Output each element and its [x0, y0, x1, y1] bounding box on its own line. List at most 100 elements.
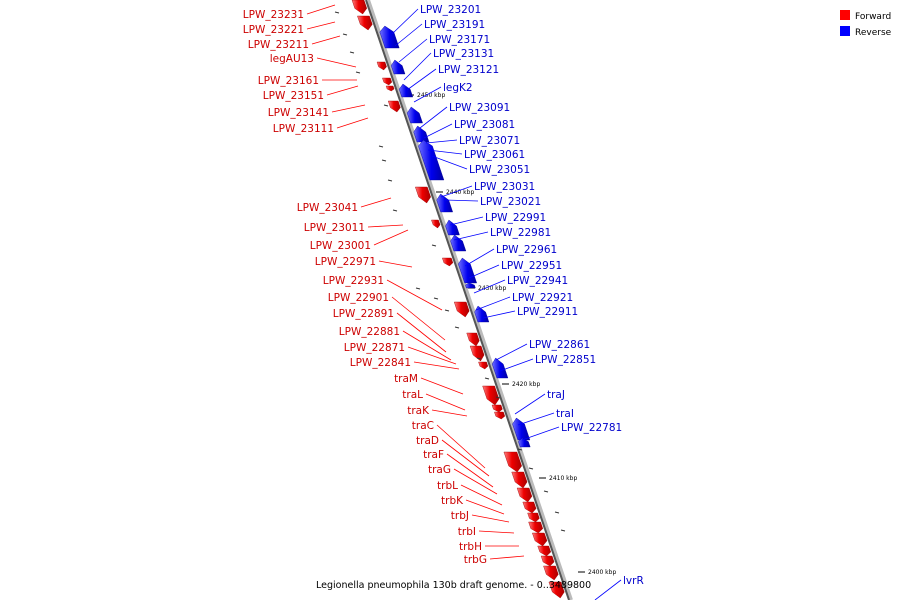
scale-tick-label: 2400 kbp: [588, 569, 616, 576]
forward-gene-label: LPW_22901: [328, 292, 389, 304]
reverse-gene-3-shape: [398, 83, 414, 98]
reverse-leader-line: [419, 106, 448, 129]
reverse-leader-line: [499, 358, 534, 372]
forward-gene-label: LPW_22871: [344, 342, 405, 354]
reverse-gene-label: LPW_22991: [485, 212, 546, 224]
forward-leader-line: [471, 514, 510, 523]
feature-dash-12: [433, 297, 439, 300]
forward-gene-22: [528, 521, 544, 534]
forward-gene-24: [537, 545, 552, 557]
reverse-gene-label: LPW_22981: [490, 227, 551, 239]
forward-leader-line: [420, 377, 464, 395]
reverse-gene-label: lvrR: [623, 575, 644, 587]
scale-tick-label: 2450 kbp: [417, 92, 445, 99]
forward-gene-19-shape: [516, 487, 533, 503]
feature-dash-5: [383, 104, 389, 107]
reverse-leader-line: [444, 199, 479, 202]
legend-forward-swatch: [840, 10, 850, 20]
forward-gene-16: [494, 411, 506, 420]
feature-dash-19: [528, 467, 534, 470]
feature-dash-7: [381, 159, 387, 162]
reverse-gene-label: LPW_22951: [501, 260, 562, 272]
forward-leader-line: [407, 346, 457, 365]
forward-leader-line: [391, 296, 446, 341]
forward-gene-5-shape: [385, 85, 395, 92]
reverse-gene-3: [398, 83, 414, 98]
forward-gene-1-shape: [351, 0, 368, 15]
forward-gene-23-shape: [532, 532, 548, 547]
reverse-leader-line: [398, 38, 428, 63]
label-leaders: [306, 4, 622, 600]
forward-gene-12: [469, 345, 485, 362]
reverse-gene-9: [450, 234, 467, 252]
legend-forward-label: Forward: [855, 12, 891, 22]
forward-gene-label: LPW_23041: [297, 202, 358, 214]
feature-dash-16: [484, 377, 490, 380]
forward-gene-label: LPW_23161: [258, 75, 319, 87]
forward-gene-19: [516, 487, 533, 503]
forward-gene-label: trbK: [441, 495, 464, 507]
forward-leader-line: [306, 21, 336, 30]
legend-reverse-swatch: [840, 26, 850, 36]
feature-dash-10: [431, 244, 437, 247]
forward-gene-label: traM: [394, 373, 418, 385]
forward-gene-6-shape: [387, 100, 401, 113]
forward-leader-line: [396, 312, 447, 353]
reverse-gene-label: LPW_22921: [512, 292, 573, 304]
reverse-gene-label: LPW_22911: [517, 306, 578, 318]
reverse-leader-line: [482, 310, 516, 319]
reverse-gene-label: LPW_23071: [459, 135, 520, 147]
forward-gene-18-shape: [511, 471, 528, 489]
forward-gene-label: trbI: [458, 526, 476, 538]
feature-dash-1: [334, 11, 340, 14]
reverse-leader-line: [449, 216, 484, 226]
forward-leader-line: [446, 453, 494, 488]
forward-leader-line: [453, 468, 498, 495]
forward-gene-11: [466, 332, 480, 347]
reverse-gene-1: [379, 25, 400, 49]
reverse-gene-label: LPW_23051: [469, 164, 530, 176]
genome-backbone: [365, 0, 570, 600]
reverse-leader-line: [495, 343, 528, 361]
scale-tick-label: 2440 kbp: [446, 189, 474, 196]
feature-dash-14: [454, 326, 460, 329]
reverse-gene-label: LPW_22861: [529, 339, 590, 351]
reverse-leader-line: [406, 68, 437, 91]
forward-gene-20: [522, 501, 537, 514]
forward-gene-label: LPW_23151: [263, 90, 324, 102]
forward-gene-7-shape: [415, 186, 431, 204]
forward-gene-label: LPW_22971: [315, 256, 376, 268]
forward-gene-label: LPW_23001: [310, 240, 371, 252]
forward-gene-label: LPW_22881: [339, 326, 400, 338]
forward-gene-21-shape: [527, 512, 540, 523]
reverse-gene-2-shape: [390, 59, 406, 75]
reverse-gene-label: LPW_22781: [561, 422, 622, 434]
reverse-gene-12: [474, 305, 490, 323]
reverse-gene-label: LPW_23201: [420, 4, 481, 16]
reverse-leader-line: [440, 185, 473, 198]
reverse-gene-8-shape: [445, 219, 460, 236]
forward-gene-26-shape: [543, 565, 559, 581]
reverse-gene-label: LPW_23171: [429, 34, 490, 46]
forward-gene-label: LPW_22931: [323, 275, 384, 287]
gene-labels: LPW_23231 LPW_23221 LPW_23211 legAU13 LPW_23…: [243, 4, 644, 587]
reverse-gene-11-shape: [465, 282, 476, 289]
feature-dash-15: [476, 357, 482, 360]
reverse-gene-label: LPW_23061: [464, 149, 525, 161]
forward-leader-line: [326, 85, 359, 96]
reverse-gene-4: [406, 106, 423, 124]
forward-gene-2-shape: [357, 15, 373, 31]
reverse-gene-13-shape: [491, 357, 509, 379]
forward-gene-3: [376, 61, 387, 71]
genome-caption: Legionella pneumophila 130b draft genome…: [316, 580, 591, 591]
forward-gene-label: traK: [407, 405, 430, 417]
reverse-gene-13: [491, 357, 509, 379]
scale-tick-label: 2410 kbp: [549, 475, 577, 482]
reverse-leader-line: [427, 149, 463, 155]
reverse-gene-15: [518, 437, 531, 448]
forward-leader-line: [311, 35, 341, 45]
forward-gene-label: trbG: [464, 554, 487, 566]
forward-gene-24-shape: [537, 545, 552, 557]
forward-gene-label: legAU13: [270, 53, 314, 65]
